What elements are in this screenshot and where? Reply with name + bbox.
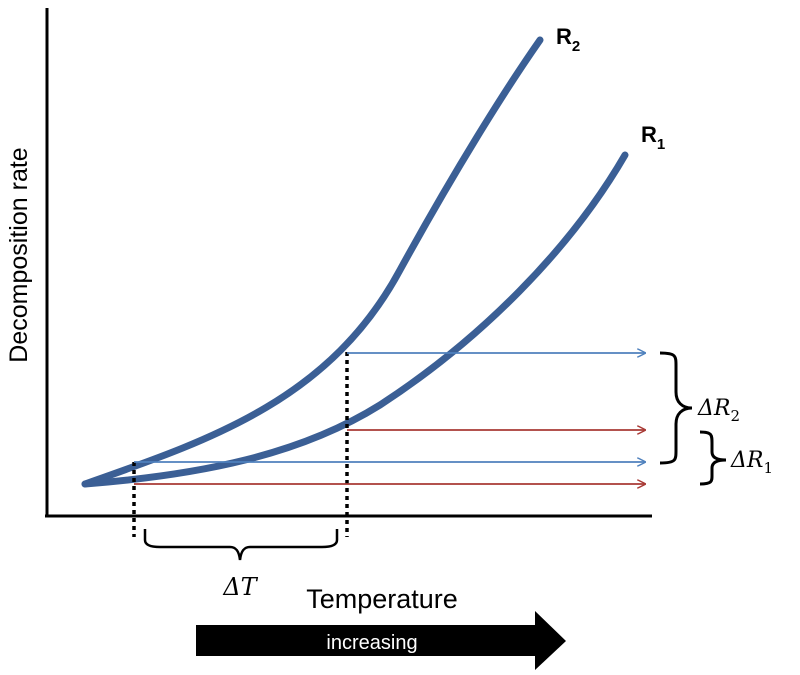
increasing-arrow	[196, 611, 566, 670]
curve-label-r2: R2	[556, 24, 580, 55]
curve-r1	[81, 151, 629, 488]
delta-r2-label: ΔR2	[697, 396, 740, 425]
brace-delta-r1	[699, 430, 727, 486]
y-axis-label: Decomposition rate	[5, 147, 33, 362]
curve-r2	[81, 36, 544, 488]
curve-label-r1: R1	[641, 122, 665, 153]
increasing-arrow-label: increasing	[326, 632, 417, 654]
brace-delta-t	[143, 529, 339, 561]
delta-t-label: ΔT	[222, 573, 258, 601]
brace-delta-r2	[659, 351, 693, 465]
x-axis-label: Temperature	[306, 584, 458, 614]
delta-r1-label: ΔR1	[730, 448, 773, 477]
